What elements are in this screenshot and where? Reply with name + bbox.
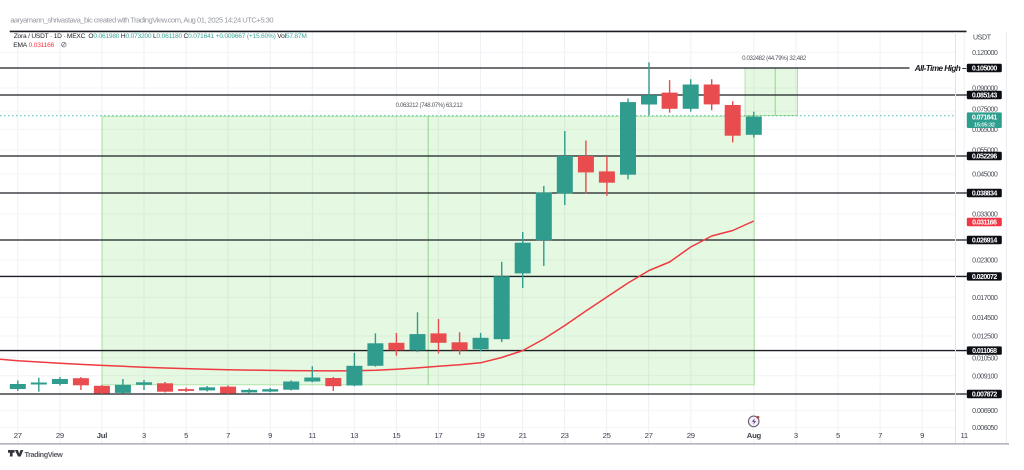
svg-text:0.017000: 0.017000: [972, 294, 998, 302]
svg-text:All-Time High –: All-Time High –: [914, 64, 967, 73]
svg-text:0.045000: 0.045000: [972, 171, 998, 179]
svg-text:25: 25: [603, 431, 611, 440]
svg-text:13: 13: [350, 431, 358, 440]
svg-text:0.009100: 0.009100: [972, 372, 998, 380]
svg-text:0.033000: 0.033000: [972, 211, 998, 219]
svg-text:0.014500: 0.014500: [972, 314, 998, 322]
svg-text:0.006050: 0.006050: [972, 424, 998, 432]
svg-text:11: 11: [960, 431, 967, 440]
svg-text:29: 29: [56, 431, 64, 440]
svg-text:0.023000: 0.023000: [972, 257, 998, 265]
svg-text:0.052296: 0.052296: [972, 154, 997, 161]
svg-text:3: 3: [142, 431, 146, 440]
svg-text:0.085143: 0.085143: [972, 93, 997, 100]
svg-text:17: 17: [434, 431, 442, 440]
svg-text:0.006900: 0.006900: [972, 407, 998, 415]
svg-text:0.012500: 0.012500: [972, 333, 998, 341]
svg-text:Jul: Jul: [97, 431, 107, 440]
svg-text:21: 21: [519, 431, 527, 440]
svg-text:0.038834: 0.038834: [972, 191, 997, 198]
svg-text:0.026914: 0.026914: [972, 238, 997, 245]
svg-text:0.071641: 0.071641: [972, 114, 997, 121]
svg-text:0.065000: 0.065000: [972, 126, 998, 134]
svg-text:0.055000: 0.055000: [972, 147, 998, 155]
svg-text:0.007872: 0.007872: [972, 392, 997, 399]
svg-text:0.032482 (44.79%) 32,482: 0.032482 (44.79%) 32,482: [742, 55, 807, 62]
svg-text:0.090000: 0.090000: [972, 85, 998, 93]
svg-text:Aug: Aug: [747, 431, 762, 440]
svg-text:0.010500: 0.010500: [972, 354, 998, 362]
svg-text:15: 15: [392, 431, 400, 440]
svg-text:27: 27: [645, 431, 653, 440]
svg-text:5: 5: [184, 431, 188, 440]
svg-text:0.031166: 0.031166: [972, 220, 997, 227]
svg-text:TradingView: TradingView: [25, 450, 64, 459]
svg-text:0.063212 (748.07%) 63,212: 0.063212 (748.07%) 63,212: [396, 102, 464, 109]
svg-text:11: 11: [309, 431, 316, 440]
svg-text:27: 27: [14, 431, 22, 440]
svg-text:0.120000: 0.120000: [972, 49, 998, 57]
svg-text:0.105000: 0.105000: [972, 66, 997, 73]
svg-text:7: 7: [226, 431, 230, 440]
svg-text:9: 9: [920, 431, 924, 440]
svg-text:23: 23: [561, 431, 569, 440]
svg-text:EMA 0.031166: EMA 0.031166: [13, 42, 54, 49]
svg-text:5: 5: [836, 431, 840, 440]
svg-text:aaryamann_shrivastava_bic crea: aaryamann_shrivastava_bic created with T…: [10, 15, 273, 24]
svg-text:USDT: USDT: [973, 34, 992, 41]
svg-text:29: 29: [687, 431, 695, 440]
svg-text:19: 19: [476, 431, 484, 440]
svg-text:9: 9: [268, 431, 272, 440]
svg-text:0.011068: 0.011068: [972, 348, 997, 355]
svg-text:0.075000: 0.075000: [972, 106, 998, 114]
svg-text:7: 7: [878, 431, 882, 440]
svg-text:0.020072: 0.020072: [972, 274, 997, 281]
svg-text:15:05:32: 15:05:32: [974, 122, 996, 128]
svg-text:3: 3: [794, 431, 798, 440]
svg-text:Zora / USDT · 1D · MEXC O0.06: Zora / USDT · 1D · MEXC O0.061980 H0.073…: [14, 33, 307, 40]
